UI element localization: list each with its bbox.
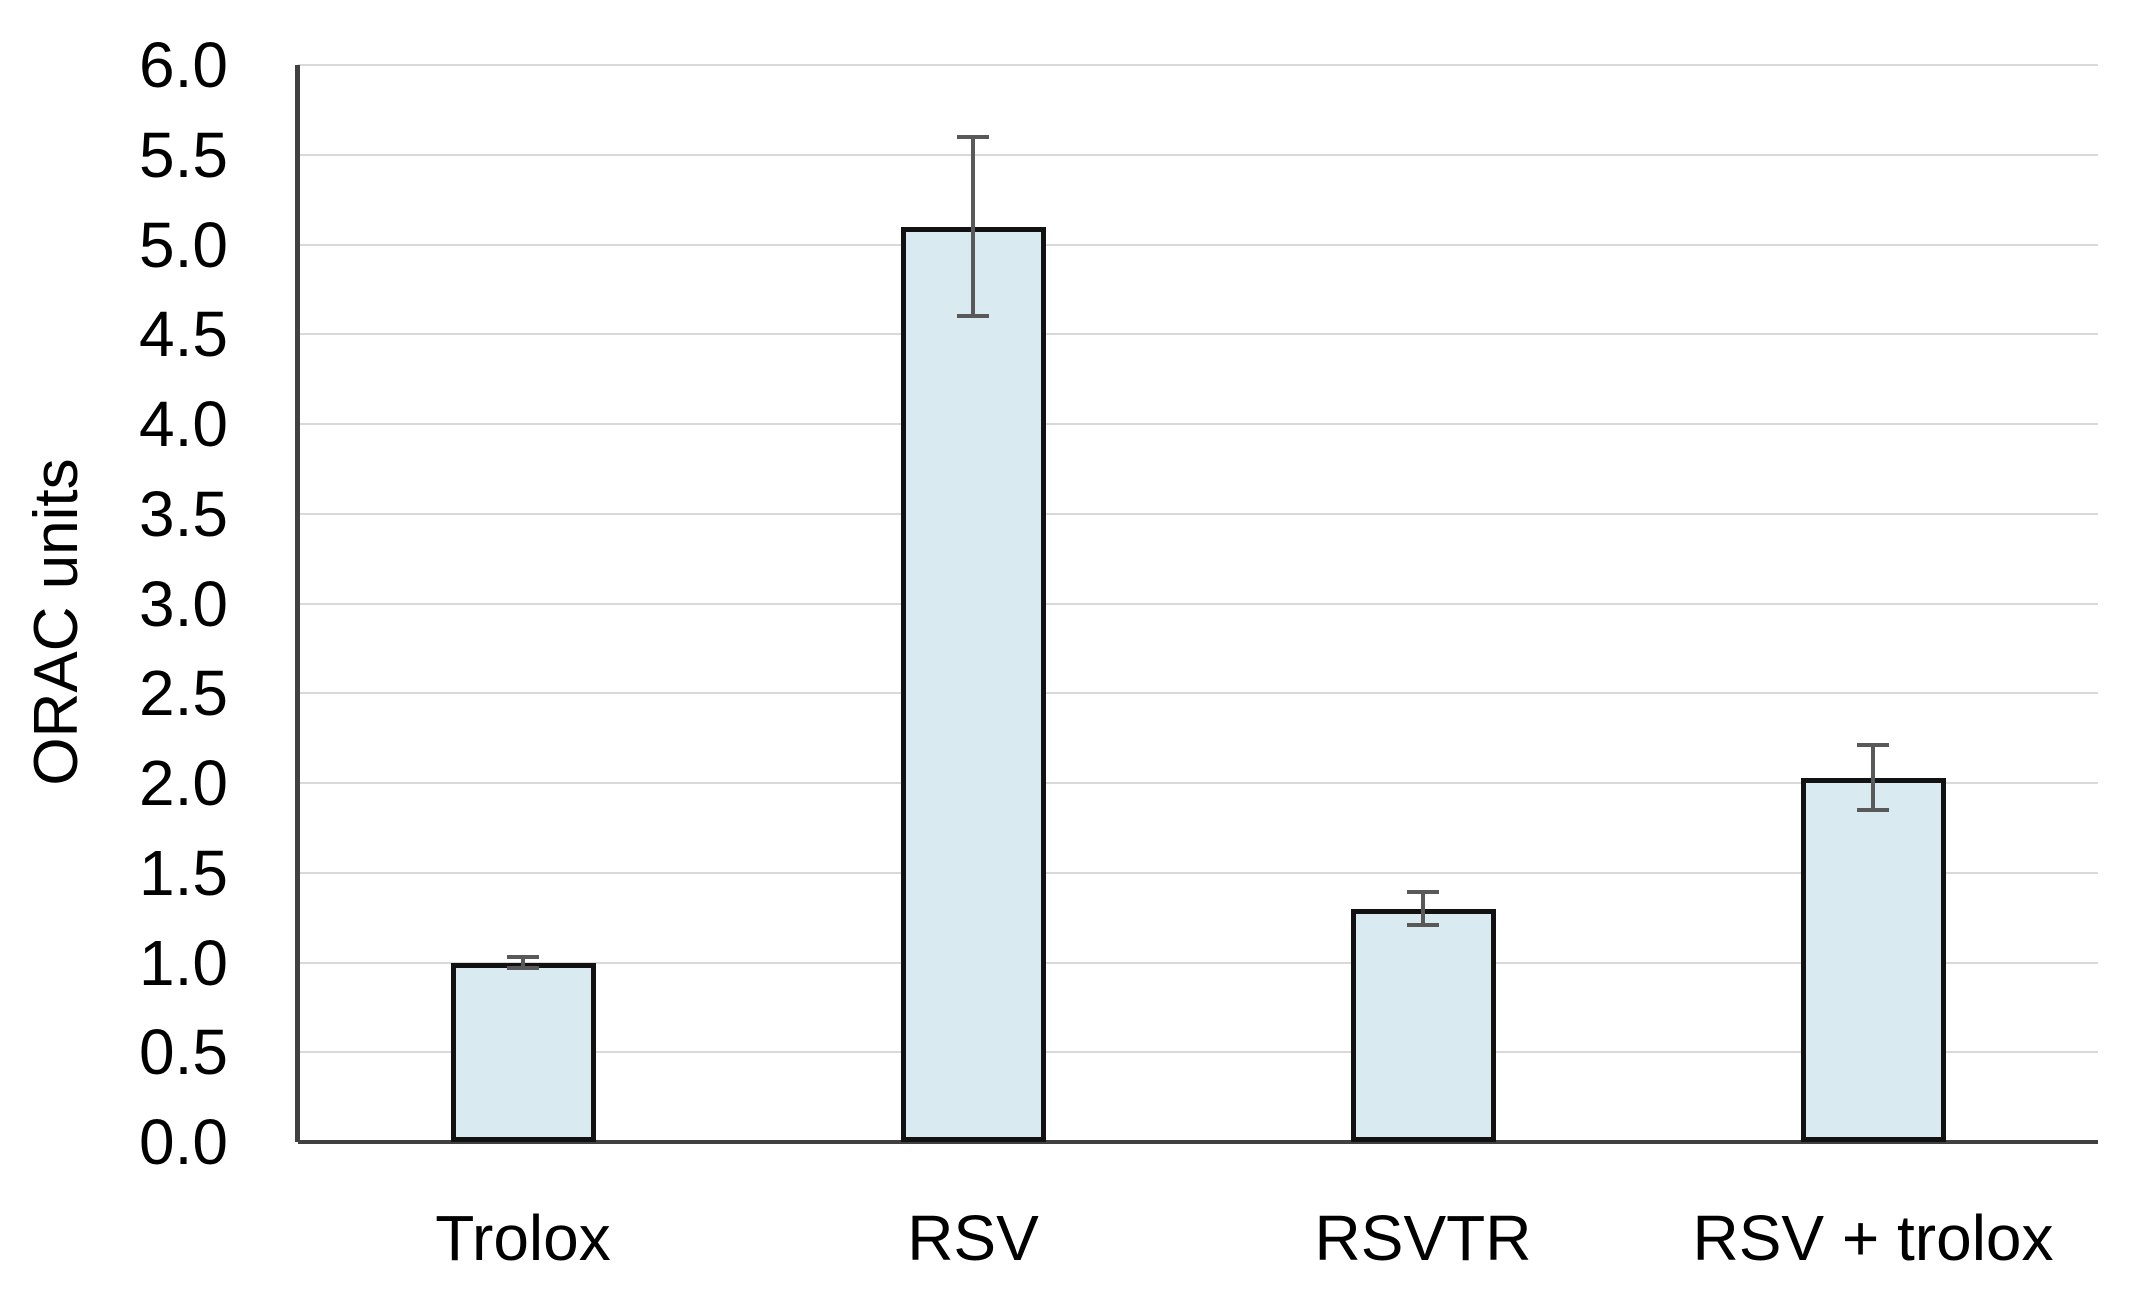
y-gridline [298, 692, 2098, 695]
bar-rsvtr [1350, 908, 1496, 1142]
error-bar-cap-bottom-rsv-trolox [1857, 807, 1889, 812]
error-bar-cap-top-rsvtr [1407, 890, 1439, 895]
y-tick-label: 3.5 [139, 477, 228, 550]
bar-rsv-trolox [1800, 777, 1946, 1142]
y-gridline [298, 64, 2098, 66]
y-tick-label: 4.5 [139, 298, 228, 371]
bar-trolox [450, 962, 596, 1142]
y-gridline [298, 602, 2098, 605]
y-tick-label: 0.5 [139, 1016, 228, 1089]
y-tick-label: 6.0 [139, 29, 228, 101]
y-tick-label: 5.0 [139, 208, 228, 281]
y-tick-label: 0.0 [139, 1106, 228, 1178]
error-bar-rsv [971, 136, 975, 317]
y-axis-line [295, 65, 300, 1142]
y-gridline [298, 871, 2098, 874]
error-bar-trolox [521, 957, 525, 968]
error-bar-cap-top-rsv-trolox [1857, 743, 1889, 748]
y-tick-label: 1.0 [139, 926, 228, 999]
x-category-label-rsv-trolox: RSV + trolox [1692, 1202, 2054, 1274]
error-bar-cap-bottom-rsv [957, 314, 989, 319]
x-category-label-rsvtr: RSVTR [1314, 1202, 1532, 1274]
y-tick-label: 4.0 [139, 388, 228, 460]
x-category-label-rsv: RSV [907, 1202, 1039, 1274]
x-axis-line [298, 1140, 2098, 1144]
y-tick-label: 2.0 [139, 747, 228, 819]
error-bar-cap-top-trolox [507, 955, 539, 960]
error-bar-rsv-trolox [1871, 745, 1875, 810]
y-gridline [298, 243, 2098, 246]
y-tick-label: 5.5 [139, 118, 228, 191]
y-gridline [298, 512, 2098, 515]
y-gridline [298, 423, 2098, 425]
error-bar-cap-top-rsv [957, 134, 989, 139]
error-bar-cap-bottom-trolox [507, 965, 539, 970]
y-gridline [298, 333, 2098, 336]
y-gridline [298, 153, 2098, 156]
y-gridline [298, 1051, 2098, 1054]
y-tick-label: 1.5 [139, 836, 228, 909]
bar-rsv [900, 226, 1046, 1142]
y-gridline [298, 782, 2098, 784]
y-gridline [298, 961, 2098, 964]
y-tick-label: 2.5 [139, 657, 228, 730]
y-tick-label: 3.0 [139, 567, 228, 640]
error-bar-cap-bottom-rsvtr [1407, 922, 1439, 927]
x-category-label-trolox: Trolox [435, 1202, 611, 1274]
error-bar-rsvtr [1421, 892, 1425, 925]
